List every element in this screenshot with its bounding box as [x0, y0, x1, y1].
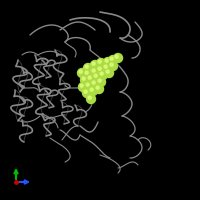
- Circle shape: [91, 80, 100, 89]
- Circle shape: [88, 76, 91, 79]
- Circle shape: [115, 55, 118, 58]
- Circle shape: [90, 68, 100, 76]
- Circle shape: [104, 65, 107, 68]
- Circle shape: [92, 62, 95, 65]
- Circle shape: [83, 89, 92, 98]
- Circle shape: [84, 90, 87, 93]
- Circle shape: [90, 79, 100, 88]
- Circle shape: [108, 55, 118, 64]
- Circle shape: [82, 77, 85, 80]
- Circle shape: [96, 86, 99, 89]
- Circle shape: [99, 71, 108, 80]
- Circle shape: [96, 77, 106, 86]
- Circle shape: [98, 67, 101, 70]
- Circle shape: [104, 58, 112, 66]
- Circle shape: [87, 95, 96, 104]
- Circle shape: [98, 71, 108, 79]
- Circle shape: [95, 85, 104, 94]
- Circle shape: [95, 84, 104, 94]
- Circle shape: [94, 74, 97, 77]
- Circle shape: [85, 71, 88, 74]
- Circle shape: [87, 75, 96, 84]
- Circle shape: [92, 81, 95, 84]
- Circle shape: [92, 72, 102, 82]
- Circle shape: [84, 64, 93, 73]
- Circle shape: [104, 58, 113, 67]
- Circle shape: [80, 75, 90, 84]
- Circle shape: [103, 64, 112, 73]
- Circle shape: [102, 64, 112, 72]
- Circle shape: [93, 73, 102, 82]
- Circle shape: [85, 82, 94, 91]
- Circle shape: [109, 62, 118, 71]
- Circle shape: [81, 76, 90, 85]
- Circle shape: [90, 88, 93, 91]
- Circle shape: [96, 58, 106, 68]
- Circle shape: [108, 62, 118, 71]
- Circle shape: [83, 88, 92, 98]
- Circle shape: [84, 70, 93, 79]
- Circle shape: [88, 86, 98, 96]
- Circle shape: [84, 64, 92, 72]
- Circle shape: [91, 68, 100, 77]
- Circle shape: [96, 66, 106, 74]
- Circle shape: [97, 66, 106, 75]
- Circle shape: [84, 82, 94, 90]
- Circle shape: [86, 74, 96, 84]
- Circle shape: [80, 84, 83, 87]
- Circle shape: [79, 70, 82, 73]
- Circle shape: [97, 78, 106, 87]
- Circle shape: [90, 60, 100, 70]
- Circle shape: [109, 56, 118, 65]
- Circle shape: [97, 59, 106, 68]
- Circle shape: [86, 95, 96, 104]
- Circle shape: [92, 69, 95, 72]
- Circle shape: [91, 61, 100, 70]
- Circle shape: [105, 69, 114, 78]
- Circle shape: [85, 65, 88, 68]
- Circle shape: [98, 79, 101, 82]
- Circle shape: [78, 69, 87, 78]
- Circle shape: [110, 57, 113, 60]
- Circle shape: [89, 87, 98, 96]
- Circle shape: [79, 83, 88, 92]
- Circle shape: [98, 60, 101, 63]
- Circle shape: [114, 54, 123, 63]
- Circle shape: [106, 70, 109, 73]
- Circle shape: [86, 83, 89, 86]
- Circle shape: [84, 70, 92, 78]
- Circle shape: [110, 63, 113, 66]
- Circle shape: [114, 53, 122, 62]
- Circle shape: [78, 82, 88, 92]
- Circle shape: [104, 68, 114, 77]
- Circle shape: [100, 72, 103, 75]
- Circle shape: [88, 96, 91, 99]
- Circle shape: [78, 68, 86, 77]
- Circle shape: [105, 59, 108, 62]
